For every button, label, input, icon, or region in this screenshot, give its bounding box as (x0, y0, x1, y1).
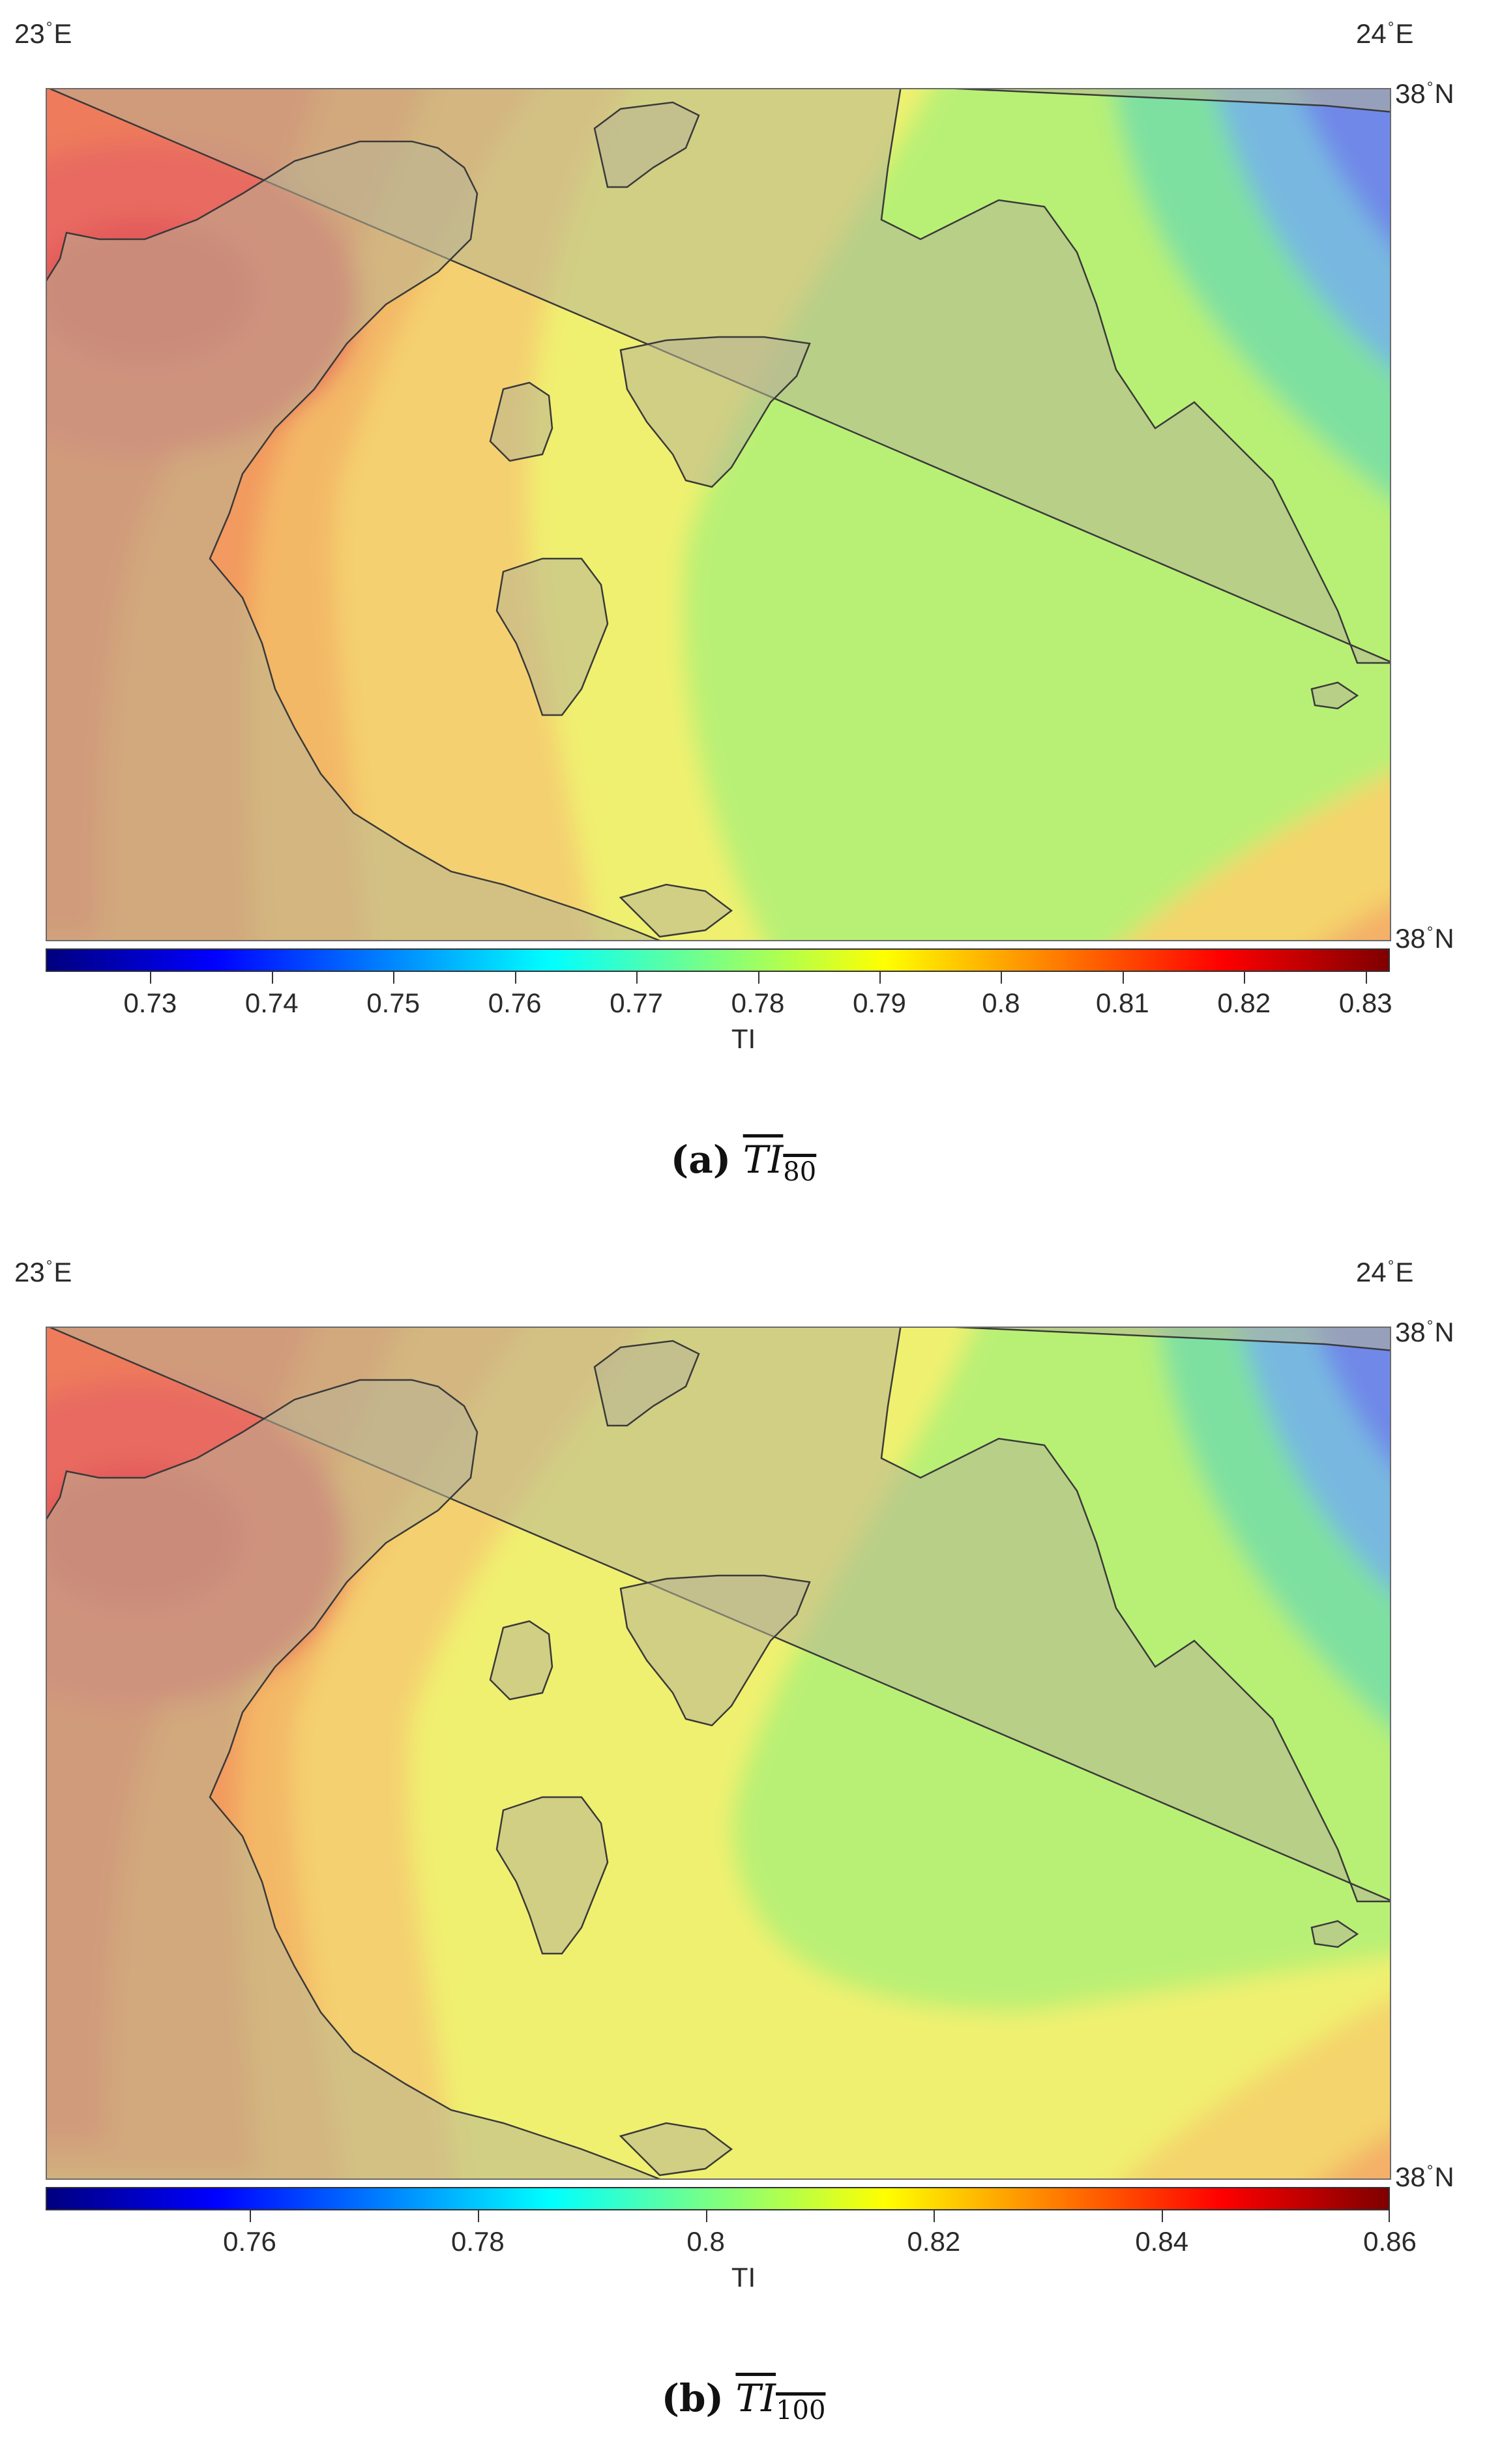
colorbar-tick-label: 0.84 (1135, 2226, 1189, 2257)
colorbar-ticks (46, 2210, 1390, 2230)
island-poros-region (495, 1796, 609, 1955)
colorbar (46, 2187, 1390, 2210)
colorbar-label: TI (731, 2262, 756, 2293)
colorbar-tick (934, 2210, 935, 2222)
longitude-left-label: 23°E (14, 1257, 72, 1287)
contour-map-svg (47, 1328, 1390, 2178)
colorbar-tick-label: 0.8 (982, 988, 1020, 1018)
caption-letter: (a) (670, 1137, 731, 1182)
latitude-bottom-label: 38°N (1395, 923, 1454, 954)
islet-east (1310, 1920, 1359, 1948)
contour-map (46, 88, 1391, 941)
latitude-top-label: 38°N (1395, 1317, 1454, 1347)
colorbar-tick (879, 972, 881, 984)
landmass-northeast (49, 1328, 1390, 1903)
longitude-left-label: 23°E (14, 18, 72, 49)
colorbar-tick-label: 0.74 (244, 988, 299, 1018)
colorbar-tick-label: 0.78 (731, 988, 785, 1018)
colorbar-tick (250, 2210, 252, 2222)
colorbar-tick-label: 0.79 (853, 988, 906, 1018)
colorbar-tick (1001, 972, 1003, 984)
island-north (593, 1340, 700, 1427)
colorbar-tick-label: 0.82 (1217, 988, 1271, 1018)
landmass-west-peninsula (47, 1379, 660, 2178)
colorbar-tick-label: 0.76 (488, 988, 542, 1018)
colorbar-tick-label: 0.75 (366, 988, 420, 1018)
island-north (593, 101, 700, 188)
colorbar (46, 948, 1390, 972)
colorbar-tick (1365, 972, 1367, 984)
colorbar-tick (271, 972, 273, 984)
contour-map-svg (47, 89, 1390, 940)
latitude-bottom-label: 38°N (1395, 2162, 1454, 2192)
colorbar-tick (1244, 972, 1246, 984)
island-south (619, 2122, 733, 2177)
latitude-top-label: 38°N (1395, 78, 1454, 109)
island-poros-region (495, 557, 609, 716)
colorbar-tick-label: 0.81 (1095, 988, 1149, 1018)
colorbar-label: TI (731, 1023, 756, 1054)
island-angistri (489, 1620, 553, 1701)
colorbar-tick (1122, 972, 1124, 984)
island-angistri (489, 381, 553, 462)
land-masses (47, 1328, 1390, 2178)
colorbar-tick (758, 972, 759, 984)
colorbar-tick-label: 0.77 (610, 988, 663, 1018)
colorbar-tick (1389, 2210, 1390, 2222)
island-aegina (619, 336, 811, 488)
colorbar-tick-label: 0.78 (450, 2226, 505, 2257)
caption-letter: (b) (661, 2376, 724, 2420)
landmass-west-peninsula (47, 140, 660, 940)
caption-symbol: TI80 (743, 1137, 817, 1187)
island-aegina (619, 1574, 811, 1727)
figure-caption: (b) TI100 (0, 2376, 1487, 2426)
colorbar-tick (636, 972, 638, 984)
colorbar-ticks (46, 972, 1390, 991)
contour-map (46, 1327, 1391, 2180)
colorbar-tick-label: 0.82 (907, 2226, 961, 2257)
colorbar-tick-label: 0.76 (223, 2226, 276, 2257)
land-masses (47, 89, 1390, 940)
map-panel-a: 23°E 24°E 38°N 38°N (0, 0, 1487, 1225)
colorbar-tick (1162, 2210, 1164, 2222)
colorbar-tick-label: 0.83 (1338, 988, 1392, 1018)
map-panel-b: 23°E 24°E 38°N 38°N (0, 1239, 1487, 2464)
colorbar-tick (477, 2210, 479, 2222)
figure-caption: (a) TI80 (0, 1137, 1487, 1187)
colorbar-tick (514, 972, 516, 984)
islet-east (1310, 681, 1359, 710)
longitude-right-label: 24°E (1356, 1257, 1414, 1287)
colorbar-tick-label: 0.86 (1363, 2226, 1417, 2257)
colorbar-tick-label: 0.73 (123, 988, 177, 1018)
landmass-northeast (49, 89, 1390, 664)
colorbar-tick (150, 972, 152, 984)
colorbar-tick (393, 972, 395, 984)
island-south (619, 883, 733, 938)
longitude-right-label: 24°E (1356, 18, 1414, 49)
colorbar-tick (705, 2210, 707, 2222)
colorbar-tick-label: 0.8 (686, 2226, 725, 2257)
caption-symbol: TI100 (735, 2376, 826, 2426)
